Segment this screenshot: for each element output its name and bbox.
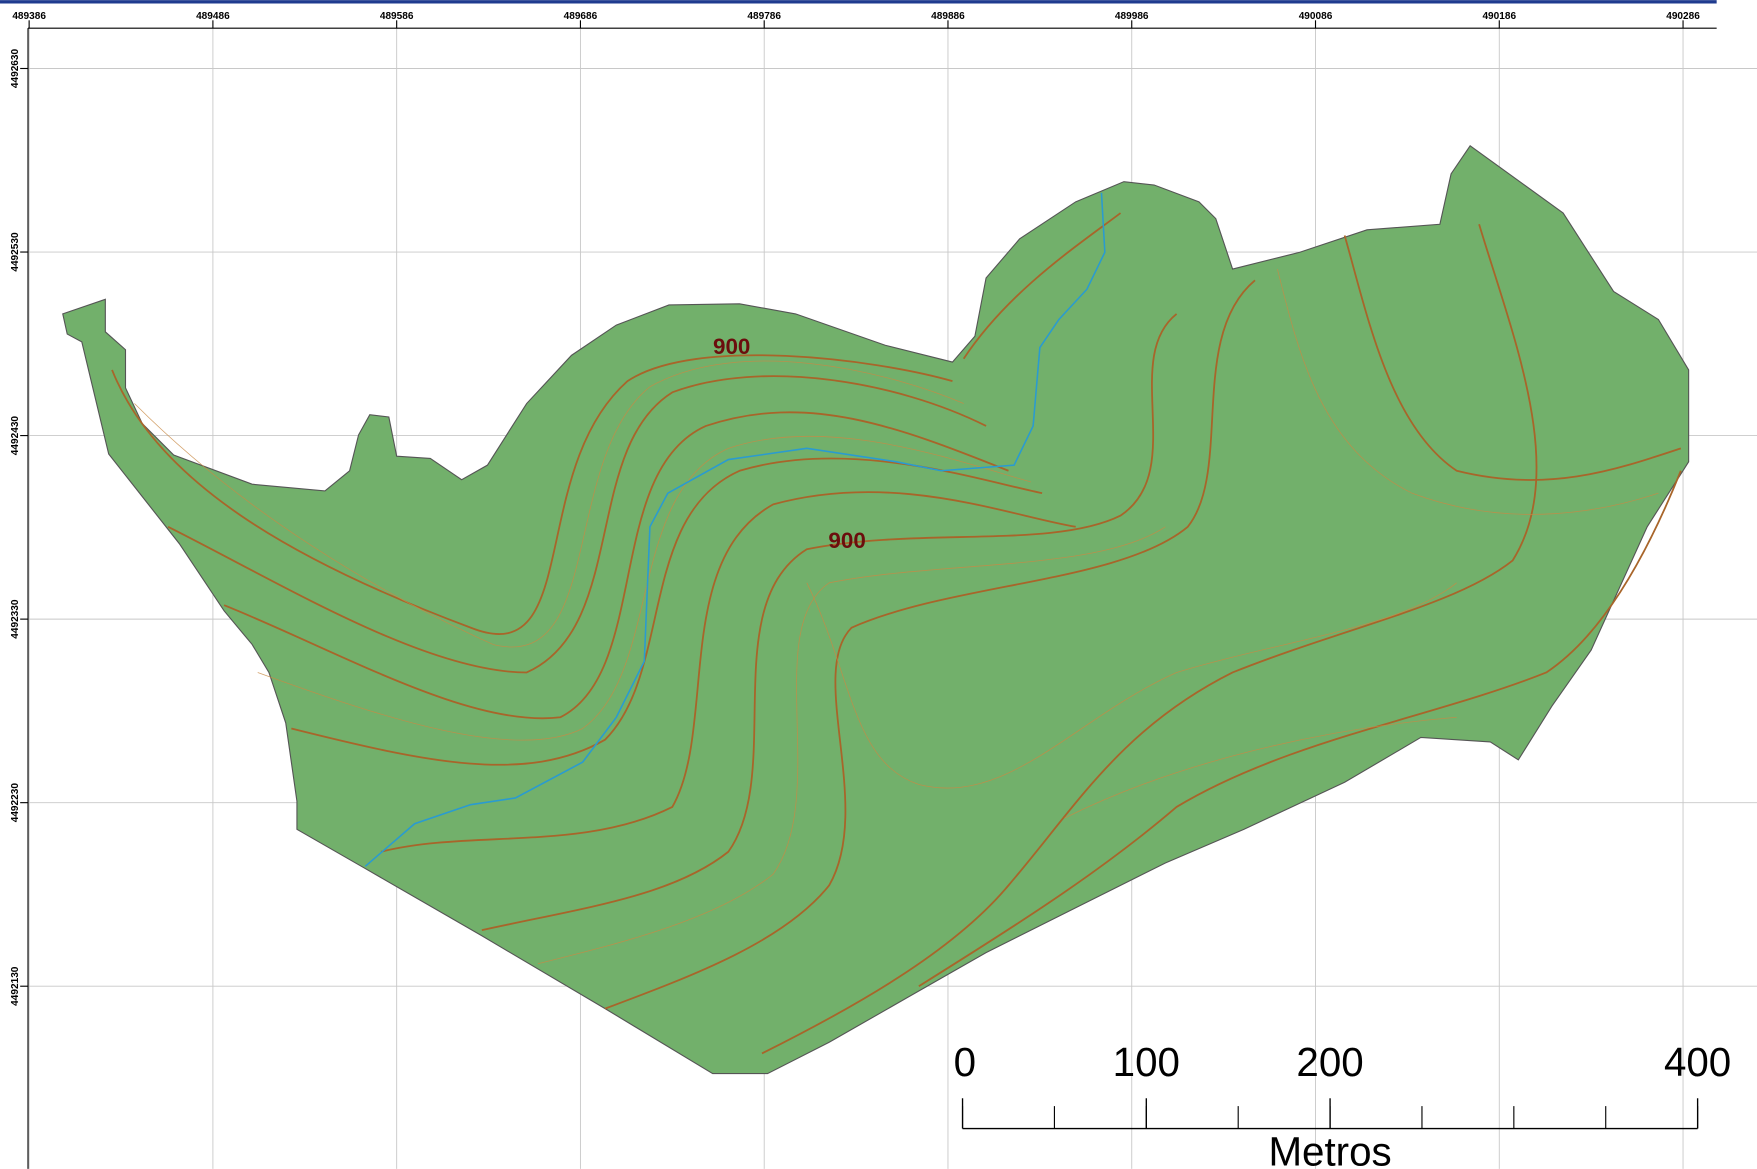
x-tick-label: 489686 — [564, 11, 598, 22]
x-tick-label: 489986 — [1115, 11, 1149, 22]
contours — [111, 212, 1682, 1055]
y-tick-label: 4492230 — [10, 783, 21, 823]
x-tick-label: 490286 — [1666, 11, 1700, 22]
top-bar — [0, 0, 1717, 4]
x-tick-label: 489786 — [747, 11, 781, 22]
x-tick-label: 489486 — [196, 11, 230, 22]
y-tick-label: 4492330 — [10, 599, 21, 639]
scale-label: 100 — [1113, 1039, 1180, 1085]
x-tick-label: 489886 — [931, 11, 965, 22]
scale-bar: 0 100 200 400 — [954, 1039, 1731, 1130]
area-polygon — [62, 145, 1690, 1075]
y-tick-label: 4492130 — [10, 966, 21, 1006]
y-tick-label: 4492430 — [10, 416, 21, 456]
x-tick-label: 489586 — [380, 11, 414, 22]
contour-label: 900 — [828, 528, 865, 553]
y-tick-label: 4492530 — [10, 232, 21, 272]
scale-label: 400 — [1664, 1039, 1731, 1085]
scale-label: 0 — [954, 1039, 976, 1085]
scale-unit: Metros — [1268, 1128, 1391, 1169]
x-tick-label: 489386 — [12, 11, 46, 22]
contour-label: 900 — [713, 334, 750, 359]
x-tick-label: 490186 — [1482, 11, 1516, 22]
scale-label: 200 — [1296, 1039, 1363, 1085]
x-tick-label: 490086 — [1299, 11, 1333, 22]
stream — [364, 192, 1106, 867]
y-tick-label: 4492630 — [10, 48, 21, 88]
